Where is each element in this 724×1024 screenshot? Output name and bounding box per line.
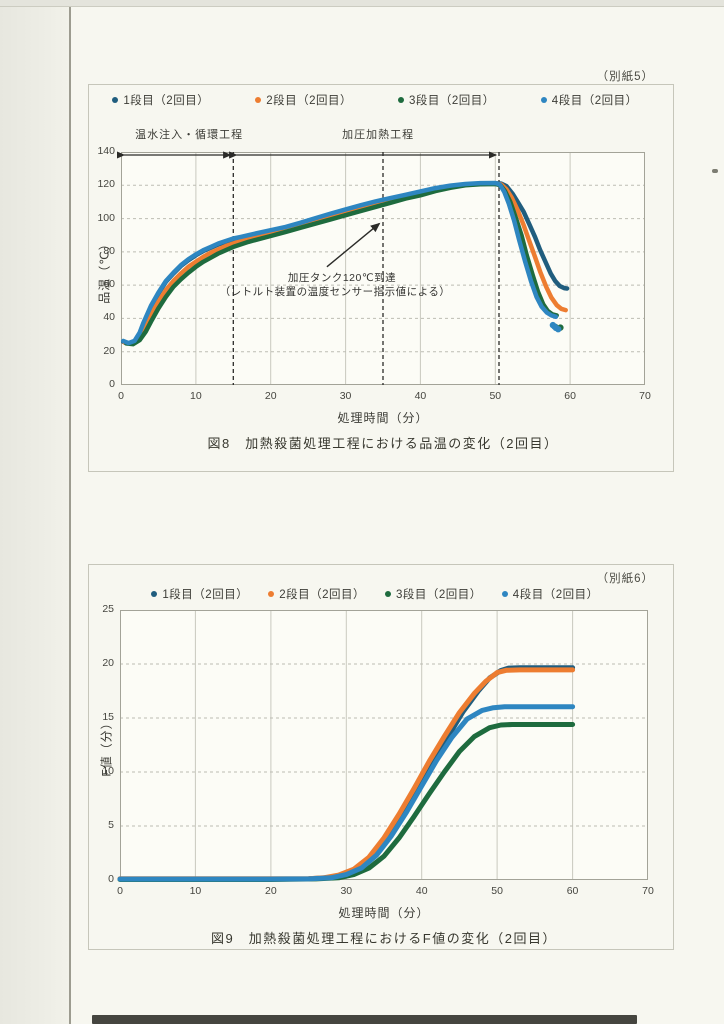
series-line-3: [123, 181, 559, 347]
x-tick-label: 30: [339, 390, 352, 402]
x-tick-label: 10: [190, 390, 202, 402]
scan-top-edge: [0, 0, 724, 7]
fig8-plot-area: [116, 151, 645, 385]
legend-dot: [501, 591, 508, 597]
y-tick-label: 20: [103, 344, 115, 357]
y-tick-label: 40: [103, 311, 115, 324]
legend-label: 3段目（2回目）: [396, 589, 482, 601]
phase-label: 温水注入・循環工程: [135, 129, 244, 141]
x-tick-label: 30: [340, 885, 353, 897]
y-tick-label: 10: [102, 765, 114, 777]
y-axis-label: 品温（℃）: [97, 237, 112, 304]
legend-item: 4段目（2回目）: [540, 92, 638, 108]
legend-dot: [151, 591, 158, 597]
y-tick-label: 120: [97, 178, 115, 191]
legend-dot: [398, 97, 404, 103]
y-tick-label: 25: [102, 603, 114, 615]
x-tick-label: 40: [414, 390, 427, 402]
phase-label: 加圧加熱工程: [342, 129, 415, 141]
x-tick-label: 0: [118, 390, 124, 402]
legend-label: 1段目（2回目）: [162, 589, 249, 601]
x-tick-label: 50: [491, 885, 503, 897]
legend-label: 4段目（2回目）: [551, 95, 638, 107]
legend-dot: [255, 97, 262, 103]
legend: 1段目（2回目） 2段目（2回目） 3段目（2回目） 4段目（2回目）: [78, 92, 672, 108]
series-line-4: [120, 180, 559, 346]
y-tick-label: 20: [102, 657, 114, 669]
scan-speck: [712, 169, 718, 173]
x-tick-label: 70: [639, 390, 651, 402]
y-tick-label: 15: [102, 711, 114, 723]
figure-8-temperature-chart: （別紙5） 1段目（2回目） 2段目（2回目） 3段目（2回目） 4段目（2回目） 品…: [78, 66, 674, 472]
x-tick-label: 60: [566, 885, 579, 897]
legend-label: 1段目（2回目）: [123, 95, 210, 107]
figure-title: 図9 加熱殺菌処理工程におけるF値の変化（2回目）: [211, 931, 557, 946]
legend-dot: [540, 97, 547, 103]
y-tick-label: 60: [103, 278, 115, 291]
legend-label: 2段目（2回目）: [279, 589, 365, 601]
y-tick-label: 140: [97, 145, 115, 157]
y-tick-label: 100: [97, 211, 115, 224]
fig9-plot-area: [117, 610, 648, 882]
legend: 1段目（2回目） 2段目（2回目） 3段目（2回目） 4段目（2回目）: [78, 586, 672, 602]
scan-bottom-bar: [92, 1015, 637, 1024]
sheet-label: （別紙6）: [596, 573, 654, 585]
x-tick-label: 40: [415, 885, 428, 897]
legend-item: 4段目（2回目）: [501, 586, 599, 602]
x-tick-label: 20: [264, 390, 277, 402]
note-text-line1: 加圧タンク120℃到達: [287, 272, 397, 284]
legend-dot: [268, 591, 275, 597]
x-tick-label: 0: [117, 885, 123, 897]
legend-dot: [385, 591, 391, 597]
x-axis-label: 処理時間（分）: [338, 906, 430, 920]
x-tick-label: 70: [642, 885, 654, 897]
series-scatter-dot: [551, 323, 558, 330]
y-tick-label: 0: [109, 378, 115, 390]
x-tick-label: 60: [564, 390, 576, 402]
y-tick-label: 80: [103, 244, 115, 257]
legend-label: 2段目（2回目）: [266, 95, 352, 107]
sheet-label: （別紙5）: [596, 71, 654, 83]
series-line-2: [122, 181, 568, 346]
x-tick-label: 50: [489, 390, 502, 402]
x-axis-label: 処理時間（分）: [337, 411, 429, 425]
legend-label: 3段目（2回目）: [409, 95, 495, 107]
x-tick-label: 20: [265, 885, 277, 897]
legend-label: 4段目（2回目）: [512, 589, 599, 601]
legend-item: 1段目（2回目）: [151, 586, 248, 602]
figure-title: 図8 加熱殺菌処理工程における品温の変化（2回目）: [207, 436, 559, 451]
note-text-line2: （レトルト装置の温度センサー指示値による）: [219, 286, 451, 298]
legend-item: 3段目（2回目）: [398, 92, 495, 108]
scan-fold-line: [69, 0, 71, 1024]
y-tick-label: 0: [108, 873, 114, 885]
note-pointer-arrow: [326, 222, 381, 268]
legend-item: 1段目（2回目）: [112, 92, 209, 108]
x-tick-label: 10: [189, 885, 202, 897]
legend-item: 2段目（2回目）: [255, 92, 352, 108]
legend-item: 3段目（2回目）: [385, 586, 482, 602]
figure-9-fvalue-chart: （別紙6） 1段目（2回目） 2段目（2回目） 3段目（2回目） 4段目（2回目） F…: [78, 556, 674, 956]
figure-border: [88, 564, 674, 950]
figure-border: [88, 84, 674, 472]
scan-left-margin: [0, 0, 70, 1024]
legend-item: 2段目（2回目）: [268, 586, 365, 602]
series-line-4: [117, 704, 576, 882]
plot-border: [120, 610, 648, 880]
legend-dot: [112, 97, 119, 103]
y-tick-label: 5: [108, 819, 114, 831]
